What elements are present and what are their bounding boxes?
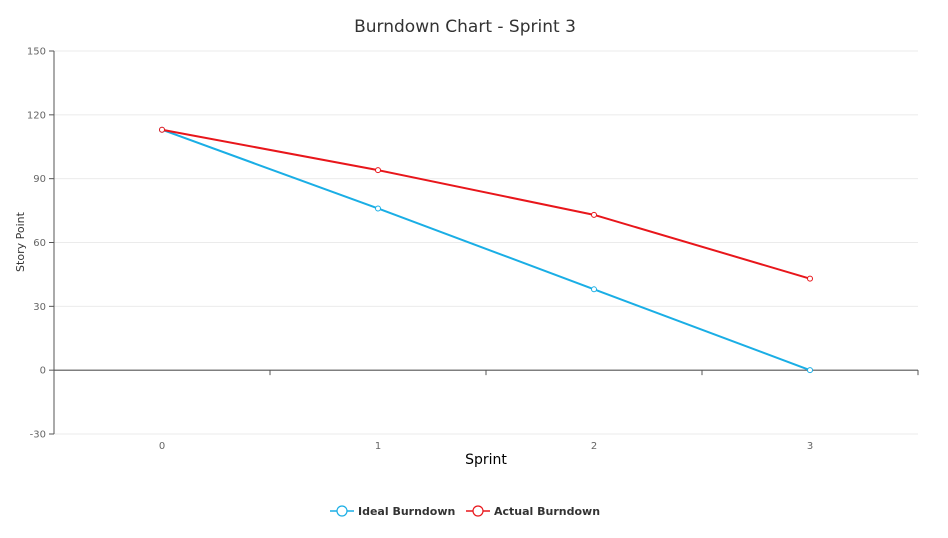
series-line bbox=[161, 128, 811, 280]
legend-label: Actual Burndown bbox=[494, 505, 600, 518]
x-tick-label: 2 bbox=[591, 441, 597, 452]
data-point[interactable] bbox=[807, 367, 813, 374]
legend-item[interactable]: Actual Burndown bbox=[466, 505, 600, 518]
legend-circle-marker bbox=[472, 505, 484, 517]
legend[interactable]: Ideal Burndown Actual Burndown bbox=[330, 505, 600, 518]
y-axis-ticks: 150 120 90 60 30 0 -30 bbox=[27, 47, 54, 441]
y-tick-label: 60 bbox=[33, 238, 46, 249]
x-axis-title: Sprint bbox=[465, 452, 507, 468]
data-point[interactable] bbox=[591, 211, 597, 218]
data-point[interactable] bbox=[159, 126, 165, 133]
x-axis-ticks: 0 1 2 3 bbox=[159, 370, 919, 452]
grid-lines bbox=[54, 50, 918, 435]
y-tick-label: 0 bbox=[40, 366, 46, 377]
y-axis-title: Story Point bbox=[14, 211, 27, 272]
y-tick-label: 120 bbox=[27, 110, 46, 121]
y-tick-label: 150 bbox=[27, 47, 46, 58]
y-tick-label: -30 bbox=[30, 430, 46, 441]
data-point[interactable] bbox=[375, 167, 381, 174]
x-tick-label: 0 bbox=[159, 441, 165, 452]
data-point[interactable] bbox=[375, 205, 381, 212]
legend-label: Ideal Burndown bbox=[358, 505, 455, 518]
legend-item[interactable]: Ideal Burndown bbox=[330, 505, 455, 518]
series-line bbox=[161, 128, 811, 372]
y-tick-label: 30 bbox=[33, 302, 46, 313]
y-tick-label: 90 bbox=[33, 174, 46, 185]
data-point[interactable] bbox=[807, 275, 813, 282]
legend-circle-marker bbox=[336, 505, 348, 517]
x-tick-label: 3 bbox=[807, 441, 813, 452]
chart-title: Burndown Chart - Sprint 3 bbox=[354, 17, 576, 37]
data-point[interactable] bbox=[591, 286, 597, 293]
x-tick-label: 1 bbox=[375, 441, 381, 452]
series bbox=[159, 126, 813, 374]
